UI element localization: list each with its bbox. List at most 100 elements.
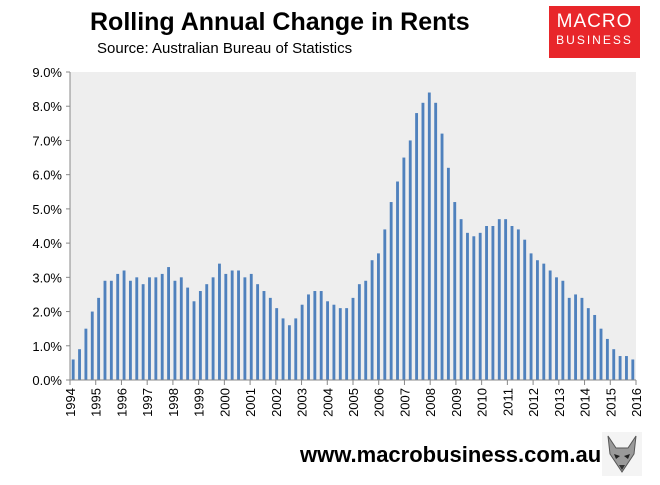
bar	[548, 270, 552, 380]
bar	[262, 291, 266, 380]
bar	[268, 297, 272, 380]
x-tick-label: 2007	[397, 388, 412, 417]
bar	[478, 232, 482, 380]
x-tick-label: 2015	[603, 388, 618, 417]
bar	[459, 219, 463, 380]
y-tick-label: 3.0%	[32, 270, 62, 285]
bar	[389, 202, 393, 380]
x-tick-label: 2012	[526, 388, 541, 417]
bar	[593, 314, 597, 380]
bar	[154, 277, 158, 380]
bar	[313, 291, 317, 380]
bar	[90, 311, 94, 380]
bar	[491, 226, 495, 380]
bar	[141, 284, 145, 380]
bar	[116, 273, 120, 380]
fox-logo-icon	[602, 432, 642, 476]
x-tick-label: 1995	[89, 388, 104, 417]
bar	[357, 284, 361, 380]
bar	[122, 270, 126, 380]
bar	[408, 140, 412, 380]
x-tick-label: 2005	[346, 388, 361, 417]
bar	[370, 260, 374, 380]
bar	[440, 133, 444, 380]
y-tick-label: 9.0%	[32, 65, 62, 80]
bar	[421, 102, 425, 381]
y-tick-label: 8.0%	[32, 99, 62, 114]
bar	[179, 277, 183, 380]
bar	[230, 270, 234, 380]
bar	[402, 157, 406, 380]
bar	[160, 273, 164, 380]
bar	[555, 277, 558, 380]
bar	[281, 318, 285, 380]
x-tick-label: 1998	[166, 388, 181, 417]
bar	[574, 294, 578, 380]
bar	[529, 253, 533, 380]
y-tick-label: 6.0%	[32, 168, 62, 183]
x-tick-label: 2002	[269, 388, 284, 417]
chart-title: Rolling Annual Change in Rents	[90, 8, 470, 36]
y-tick-label: 1.0%	[32, 339, 62, 354]
bar	[567, 297, 571, 380]
x-tick-label: 2014	[578, 388, 593, 417]
bar	[561, 280, 565, 380]
bar	[224, 273, 228, 380]
bar	[186, 287, 190, 380]
bar	[173, 280, 177, 380]
bar	[218, 263, 221, 380]
x-tick-label: 1999	[192, 388, 207, 417]
bar	[345, 308, 349, 380]
bar	[497, 219, 501, 380]
bar-series	[71, 92, 635, 381]
bar	[300, 304, 304, 380]
x-tick-label: 2010	[475, 388, 490, 417]
bar	[294, 318, 298, 380]
bar	[319, 291, 323, 380]
x-tick-label: 2003	[295, 388, 310, 417]
bar	[128, 280, 132, 380]
bar	[485, 226, 488, 380]
x-tick-label: 1996	[114, 388, 129, 417]
bar	[287, 325, 291, 380]
bar	[631, 359, 635, 380]
bar	[466, 232, 469, 380]
y-tick-label: 0.0%	[32, 373, 62, 388]
bar	[84, 328, 88, 380]
bar	[542, 263, 546, 380]
y-axis: 0.0% 1.0% 2.0% 3.0% 4.0% 5.0% 6.0% 7.0% 8.0% 9.0%	[32, 65, 71, 388]
bar	[249, 273, 253, 380]
x-axis: 1994 1995 1996 1997 1998 1999 2000 2001 2002 2003…	[63, 379, 644, 417]
bar	[338, 308, 342, 380]
bar	[97, 297, 101, 380]
bar	[198, 291, 202, 380]
bar	[472, 236, 476, 380]
macrobusiness-logo: MACRO BUSINESS	[549, 6, 640, 58]
bar	[396, 181, 399, 380]
bar	[326, 301, 329, 380]
bar	[510, 226, 514, 380]
y-tick-label: 7.0%	[32, 133, 62, 148]
bar	[536, 260, 539, 380]
bar	[625, 356, 628, 380]
bar	[383, 229, 387, 380]
bar	[612, 349, 616, 380]
bar	[415, 113, 419, 380]
bar	[78, 349, 81, 380]
chart-subtitle: Source: Australian Bureau of Statistics	[97, 40, 353, 57]
bar	[135, 277, 139, 380]
bar	[586, 308, 590, 380]
bar	[243, 277, 247, 380]
bar	[237, 270, 240, 380]
bar	[71, 359, 75, 380]
bar	[307, 294, 310, 380]
bar	[256, 284, 260, 380]
x-tick-label: 2009	[449, 388, 464, 417]
bar	[434, 102, 438, 381]
x-tick-label: 2016	[629, 388, 644, 417]
bar	[211, 277, 215, 380]
x-tick-label: 2011	[500, 388, 515, 416]
bar	[523, 239, 527, 380]
bar	[332, 304, 336, 380]
